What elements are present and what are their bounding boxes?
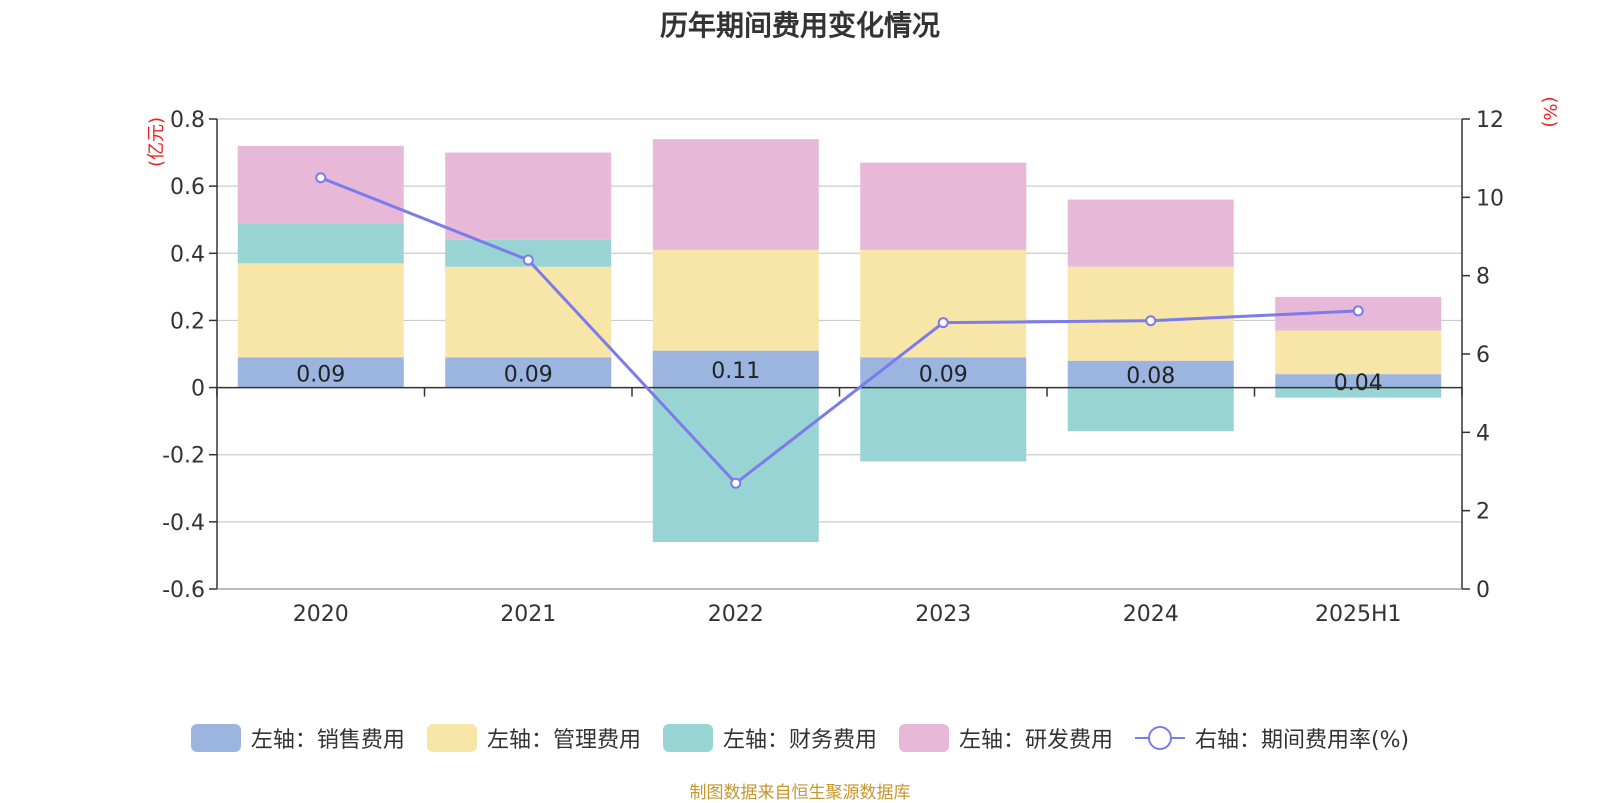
left-axis-tick-label: 0.6: [170, 175, 205, 200]
legend-item[interactable]: 左轴：财务费用: [662, 722, 877, 754]
bar-segment: [652, 249, 819, 351]
x-axis-tick-label: 2022: [708, 602, 764, 627]
bar-segment: [652, 350, 819, 388]
legend-swatch: [426, 724, 477, 752]
x-axis-tick-label: 2020: [293, 602, 349, 627]
bar-segment: [1067, 387, 1234, 432]
bar-value-label: 0.09: [296, 362, 345, 387]
source-note: 制图数据来自恒生聚源数据库: [689, 783, 911, 803]
left-axis-tick-label: 0.4: [170, 242, 205, 267]
rate-point: [730, 477, 742, 489]
bar-segment: [237, 145, 404, 224]
legend-label: 左轴：管理费用: [486, 728, 641, 753]
chart-canvas: 0.8 0.6 0.4 0.2 0 -0.2 -0.4 -0.6 12 10 8 6 4 2 0 (亿元) (%…: [146, 96, 1560, 627]
right-axis-tick-label: 2: [1476, 500, 1490, 525]
left-axis-tick-label: -0.6: [162, 578, 205, 603]
rate-point: [315, 172, 327, 184]
data-labels: 0.09 0.09 0.11 0.09 0.08 0.04: [296, 359, 1382, 396]
legend-label: 左轴：研发费用: [958, 728, 1113, 753]
rate-point: [937, 317, 949, 329]
bar-value-label: 0.11: [711, 359, 760, 384]
rate-line: [315, 172, 1364, 489]
bar-segment: [1275, 374, 1442, 388]
rate-point: [1145, 315, 1157, 327]
left-axis-tick-label: 0.8: [170, 108, 205, 133]
right-axis-tick-label: 0: [1476, 578, 1490, 603]
bar-segment: [652, 139, 819, 250]
right-axis-unit: (%): [1539, 96, 1560, 127]
left-axis-unit: (亿元): [146, 117, 167, 167]
bar-segment: [445, 266, 612, 358]
chart-title: 历年期间费用变化情况: [659, 9, 940, 42]
bar-segment: [237, 357, 404, 388]
bar-segment: [445, 152, 612, 240]
right-axis-tick-label: 12: [1476, 108, 1504, 133]
bar-segment: [860, 162, 1027, 250]
x-axis-tick-label: 2024: [1123, 602, 1179, 627]
bar-segment: [860, 387, 1027, 462]
left-axis-tick-label: -0.2: [162, 444, 205, 469]
legend-label: 右轴：期间费用率(%): [1194, 728, 1410, 753]
right-axis-tick-label: 10: [1476, 186, 1504, 211]
legend-item[interactable]: 左轴：管理费用: [426, 722, 641, 754]
legend: 左轴：销售费用 左轴：管理费用 左轴：财务费用 左轴：研发费用 右轴：期间费用率(%): [0, 718, 1600, 758]
bar-segment: [1067, 266, 1234, 361]
left-axis-tick-label: 0.2: [170, 309, 205, 334]
legend-label: 左轴：销售费用: [250, 728, 405, 753]
rate-line-path: [320, 176, 1359, 486]
bar-segment: [1067, 199, 1234, 267]
bar-segment: [237, 223, 404, 264]
bar-value-label: 0.04: [1334, 371, 1383, 396]
right-axis-tick-label: 8: [1476, 265, 1490, 290]
x-axis-tick-label: 2025H1: [1315, 602, 1402, 627]
bar-segment: [445, 357, 612, 388]
bar-segment: [860, 357, 1027, 388]
bar-value-label: 0.08: [1126, 364, 1175, 389]
bar-value-label: 0.09: [919, 362, 968, 387]
right-axis-tick-label: 6: [1476, 343, 1490, 368]
legend-swatch: [190, 724, 241, 752]
x-axis-tick-label: 2021: [500, 602, 556, 627]
legend-swatch: [662, 724, 713, 752]
x-axis-tick-label: 2023: [915, 602, 971, 627]
legend-item[interactable]: 左轴：研发费用: [898, 722, 1113, 754]
bar-segment: [1067, 360, 1234, 388]
bar-segment: [860, 249, 1027, 358]
bar-value-label: 0.09: [504, 362, 553, 387]
legend-label: 左轴：财务费用: [722, 728, 877, 753]
bar-segment: [652, 387, 819, 542]
axes: 0.8 0.6 0.4 0.2 0 -0.2 -0.4 -0.6 12 10 8 6 4 2 0 (亿元) (%…: [146, 96, 1560, 627]
left-axis-tick-label: -0.4: [162, 511, 205, 536]
right-axis-tick-label: 4: [1476, 421, 1490, 446]
bar-segment: [1275, 330, 1442, 375]
legend-item[interactable]: 左轴：销售费用: [190, 722, 405, 754]
rate-point: [522, 254, 534, 266]
bars: [237, 139, 1442, 542]
bar-segment: [1275, 387, 1442, 398]
rate-point: [1352, 305, 1364, 317]
bar-segment: [237, 263, 404, 358]
legend-item[interactable]: 右轴：期间费用率(%): [1134, 722, 1410, 754]
left-axis-tick-label: 0: [191, 377, 205, 402]
legend-line-marker: [1134, 726, 1185, 750]
legend-swatch: [898, 724, 949, 752]
